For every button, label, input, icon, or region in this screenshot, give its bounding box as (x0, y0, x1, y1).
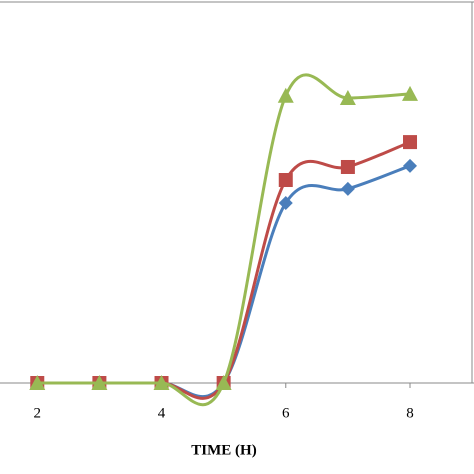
marker (340, 181, 355, 196)
marker (278, 195, 293, 210)
marker (402, 85, 419, 101)
marker (29, 375, 46, 390)
marker (278, 173, 293, 188)
series-line (37, 164, 411, 398)
marker (277, 87, 294, 103)
marker (403, 135, 418, 150)
marker (340, 159, 355, 174)
marker (91, 375, 108, 390)
x-tick-label: 2 (34, 405, 42, 421)
marker (403, 158, 418, 173)
x-axis-title: TIME (H) (191, 442, 256, 458)
marker (153, 375, 170, 390)
marker (339, 90, 356, 106)
series-line (37, 140, 411, 400)
x-tick-label: 6 (282, 405, 290, 421)
marker (215, 375, 232, 390)
x-tick-label: 4 (158, 405, 166, 421)
x-tick-label: 8 (406, 405, 414, 421)
series-line (37, 73, 411, 407)
